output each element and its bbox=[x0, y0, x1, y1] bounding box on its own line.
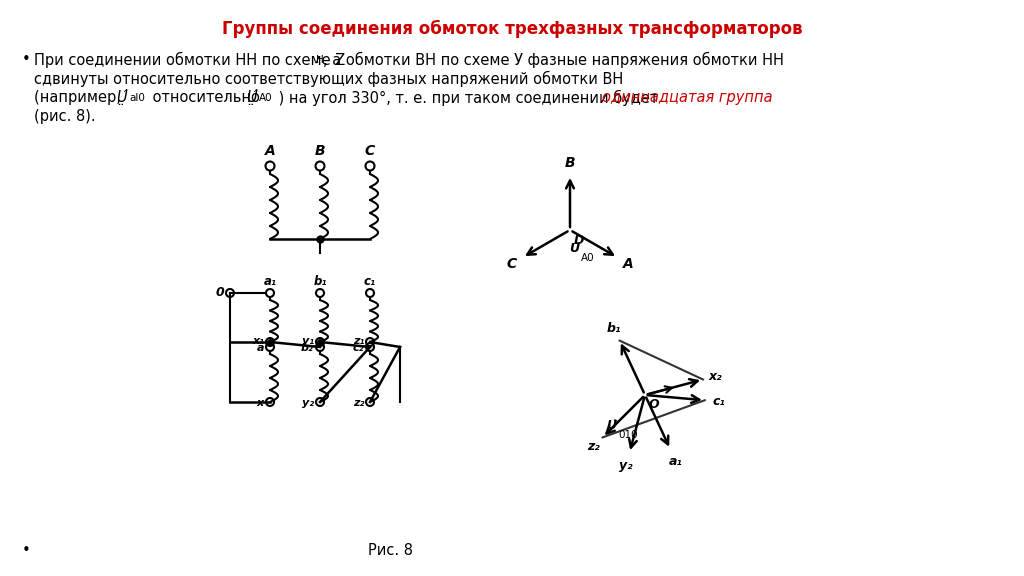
Text: x₂: x₂ bbox=[709, 370, 722, 382]
Text: D: D bbox=[574, 234, 585, 247]
Text: x: x bbox=[257, 398, 264, 408]
Text: al0: al0 bbox=[129, 93, 144, 103]
Text: a: a bbox=[256, 343, 264, 353]
Text: Группы соединения обмоток трехфазных трансформаторов: Группы соединения обмоток трехфазных тра… bbox=[221, 20, 803, 38]
Text: a₁: a₁ bbox=[669, 454, 683, 468]
Text: z₂: z₂ bbox=[587, 440, 600, 453]
Text: относительно: относительно bbox=[148, 90, 264, 105]
Text: a₁: a₁ bbox=[263, 275, 276, 288]
Text: •: • bbox=[22, 52, 31, 67]
Text: b₁: b₁ bbox=[313, 275, 327, 288]
Text: A: A bbox=[264, 144, 275, 158]
Text: При соединении обмотки НН по схеме Z: При соединении обмотки НН по схеме Z bbox=[34, 52, 345, 68]
Text: одиннадцатая группа: одиннадцатая группа bbox=[602, 90, 773, 105]
Text: y₁: y₁ bbox=[302, 336, 314, 346]
Text: y₂: y₂ bbox=[620, 459, 633, 472]
Text: A0: A0 bbox=[259, 93, 272, 103]
Text: z₁: z₁ bbox=[352, 336, 364, 346]
Text: 0: 0 bbox=[216, 286, 224, 300]
Text: Ṳ́: Ṳ́ bbox=[116, 89, 127, 105]
Text: A: A bbox=[623, 256, 634, 271]
Text: 010: 010 bbox=[618, 430, 638, 440]
Text: x₁: x₁ bbox=[252, 336, 264, 346]
Text: Н: Н bbox=[316, 55, 324, 65]
Text: (рис. 8).: (рис. 8). bbox=[34, 109, 95, 124]
Text: c₁: c₁ bbox=[713, 395, 725, 408]
Text: Ṳ́: Ṳ́ bbox=[246, 89, 257, 105]
Text: y₂: y₂ bbox=[302, 398, 314, 408]
Text: •: • bbox=[22, 543, 31, 558]
Text: сдвинуты относительно соответствующих фазных напряжений обмотки ВН: сдвинуты относительно соответствующих фа… bbox=[34, 71, 624, 87]
Text: C: C bbox=[365, 144, 375, 158]
Text: A0: A0 bbox=[582, 253, 595, 263]
Text: b₁: b₁ bbox=[607, 323, 622, 335]
Text: U̇: U̇ bbox=[569, 242, 580, 256]
Text: B: B bbox=[564, 156, 575, 170]
Text: (например,: (например, bbox=[34, 90, 126, 105]
Text: ) на угол 330°, т. е. при таком соединении будет: ) на угол 330°, т. е. при таком соединен… bbox=[274, 90, 663, 106]
Text: O: O bbox=[649, 398, 659, 411]
Text: z₂: z₂ bbox=[352, 398, 364, 408]
Text: Рис. 8: Рис. 8 bbox=[368, 543, 413, 558]
Text: b₂: b₂ bbox=[301, 343, 314, 353]
Text: c₂: c₂ bbox=[352, 343, 364, 353]
Text: c₁: c₁ bbox=[364, 275, 376, 288]
Text: , а обмотки ВН по схеме У фазные напряжения обмотки НН: , а обмотки ВН по схеме У фазные напряже… bbox=[323, 52, 784, 68]
Text: B: B bbox=[314, 144, 326, 158]
Text: C: C bbox=[507, 256, 517, 271]
Text: U̇: U̇ bbox=[606, 419, 616, 433]
